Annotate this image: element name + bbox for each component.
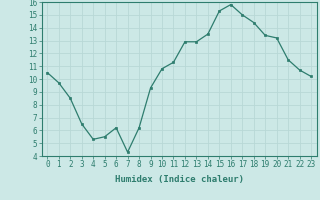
- X-axis label: Humidex (Indice chaleur): Humidex (Indice chaleur): [115, 175, 244, 184]
